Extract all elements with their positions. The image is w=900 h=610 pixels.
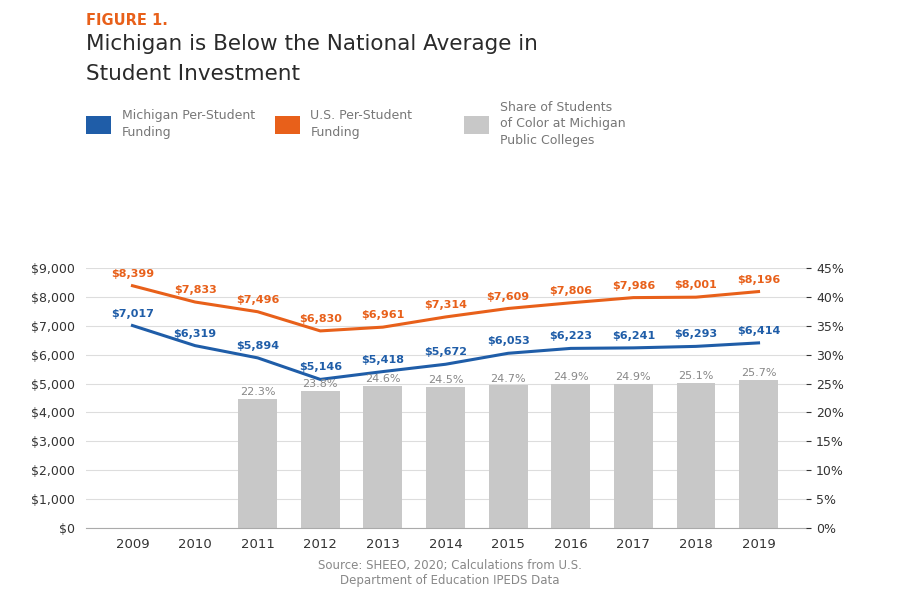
Text: $7,017: $7,017 <box>111 309 154 318</box>
Text: 25.1%: 25.1% <box>679 371 714 381</box>
Text: 23.8%: 23.8% <box>302 379 338 389</box>
Text: $6,223: $6,223 <box>549 331 592 342</box>
Text: 24.7%: 24.7% <box>491 373 526 384</box>
Text: $5,894: $5,894 <box>236 341 279 351</box>
Bar <box>426 387 465 528</box>
Text: $6,414: $6,414 <box>737 326 780 336</box>
Text: Share of Students
of Color at Michigan
Public Colleges: Share of Students of Color at Michigan P… <box>500 101 626 147</box>
Bar <box>489 386 527 528</box>
Text: $8,001: $8,001 <box>675 280 717 290</box>
Bar <box>739 379 778 528</box>
Bar <box>614 384 652 528</box>
Bar <box>364 386 402 528</box>
Bar <box>301 390 339 528</box>
Text: 24.5%: 24.5% <box>428 375 464 385</box>
Text: $5,146: $5,146 <box>299 362 342 373</box>
Text: 24.6%: 24.6% <box>365 374 400 384</box>
Text: FIGURE 1.: FIGURE 1. <box>86 13 167 29</box>
Text: $6,961: $6,961 <box>361 310 405 320</box>
Text: $7,609: $7,609 <box>487 292 530 301</box>
Text: Michigan is Below the National Average in: Michigan is Below the National Average i… <box>86 34 537 54</box>
Text: Student Investment: Student Investment <box>86 64 300 84</box>
Text: 22.3%: 22.3% <box>240 387 275 398</box>
Bar <box>552 384 590 528</box>
Text: $6,319: $6,319 <box>174 329 217 339</box>
Text: $7,806: $7,806 <box>549 286 592 296</box>
Text: U.S. Per-Student
Funding: U.S. Per-Student Funding <box>310 109 412 138</box>
Text: $6,293: $6,293 <box>674 329 717 339</box>
Text: $6,053: $6,053 <box>487 336 529 346</box>
Text: $6,830: $6,830 <box>299 314 342 324</box>
Text: 24.9%: 24.9% <box>553 373 589 382</box>
Text: Source: SHEEO, 2020; Calculations from U.S.
Department of Education IPEDS Data: Source: SHEEO, 2020; Calculations from U… <box>318 559 582 587</box>
Text: $7,496: $7,496 <box>236 295 279 305</box>
Text: $6,241: $6,241 <box>612 331 655 341</box>
Text: $7,986: $7,986 <box>612 281 655 290</box>
Text: 25.7%: 25.7% <box>741 368 777 378</box>
Bar <box>238 399 277 528</box>
Text: $5,418: $5,418 <box>362 354 404 365</box>
Text: $7,833: $7,833 <box>174 285 216 295</box>
Text: 24.9%: 24.9% <box>616 373 651 382</box>
Text: Michigan Per-Student
Funding: Michigan Per-Student Funding <box>122 109 255 138</box>
Text: $7,314: $7,314 <box>424 300 467 310</box>
Text: $8,399: $8,399 <box>111 269 154 279</box>
Text: $5,672: $5,672 <box>424 347 467 357</box>
Bar <box>677 383 716 528</box>
Text: $8,196: $8,196 <box>737 274 780 285</box>
